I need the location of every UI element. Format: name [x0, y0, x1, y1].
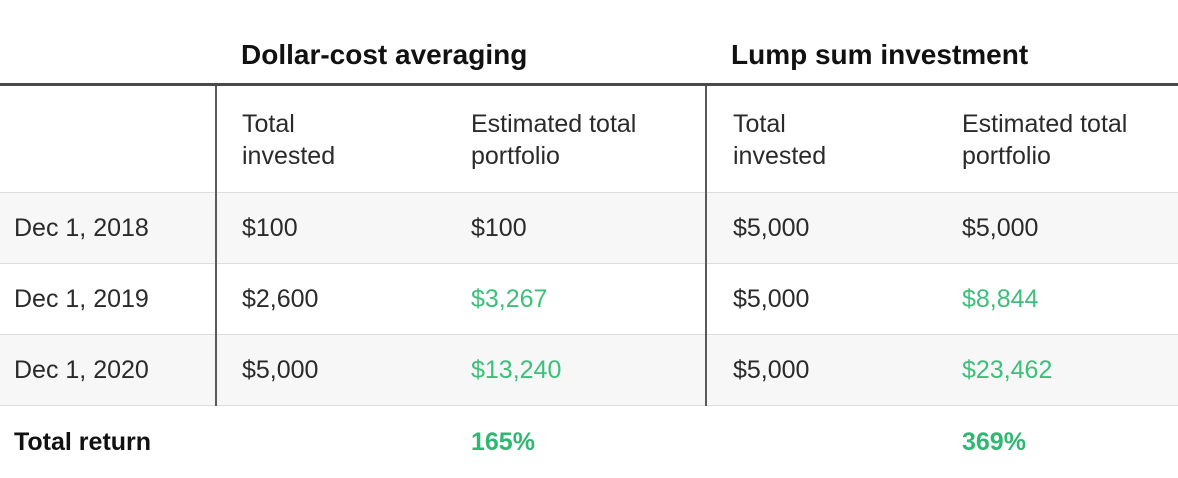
date-cell: Dec 1, 2020: [0, 333, 216, 405]
dca-invested-cell: $2,600: [215, 262, 446, 334]
table-row: Dec 1, 2018 $100 $100 $5,000 $5,000: [0, 191, 1178, 263]
header-line: invested: [733, 141, 827, 170]
header-line: portfolio: [471, 141, 560, 170]
column-subheader-row: Total invested Estimated total portfolio…: [0, 86, 1178, 192]
dca-portfolio-cell: $13,240: [446, 333, 706, 405]
date-cell: Dec 1, 2018: [0, 191, 216, 263]
empty-cell: [216, 404, 446, 478]
date-cell: Dec 1, 2019: [0, 262, 216, 334]
empty-cell: [706, 404, 936, 478]
lump-sum-group-title: Lump sum investment: [731, 39, 1029, 70]
lump-invested-cell: $5,000: [705, 333, 936, 405]
group-header-row: Dollar-cost averaging Lump sum investmen…: [0, 0, 1178, 86]
dca-portfolio-cell: $100: [446, 191, 706, 263]
header-line: Total: [242, 109, 295, 138]
dca-portfolio-cell: $3,267: [446, 262, 706, 334]
date-column-header: [0, 86, 216, 192]
table-row: Dec 1, 2019 $2,600 $3,267 $5,000 $8,844: [0, 262, 1178, 334]
dca-invested-cell: $100: [215, 191, 446, 263]
header-line: Total: [733, 109, 786, 138]
dca-group-title: Dollar-cost averaging: [241, 39, 528, 70]
table-row: Dec 1, 2020 $5,000 $13,240 $5,000 $23,46…: [0, 333, 1178, 405]
lump-invested-cell: $5,000: [705, 262, 936, 334]
lump-invested-cell: $5,000: [705, 191, 936, 263]
header-line: Estimated total: [962, 109, 1128, 138]
dca-total-return-value: 165%: [446, 404, 706, 478]
lump-portfolio-cell: $8,844: [936, 262, 1178, 334]
lump-portfolio-cell: $5,000: [936, 191, 1178, 263]
lump-total-invested-header: Total invested: [705, 86, 936, 192]
lump-portfolio-cell: $23,462: [936, 333, 1178, 405]
comparison-table: Total invested Estimated total portfolio…: [0, 86, 1178, 478]
dca-estimated-portfolio-header: Estimated total portfolio: [446, 86, 706, 192]
total-return-label: Total return: [0, 404, 216, 478]
header-line: Estimated total: [471, 109, 637, 138]
header-line: portfolio: [962, 141, 1051, 170]
lump-estimated-portfolio-header: Estimated total portfolio: [936, 86, 1178, 192]
lump-total-return-value: 369%: [936, 404, 1178, 478]
header-line: invested: [242, 141, 336, 170]
total-return-row: Total return 165% 369%: [0, 404, 1178, 478]
dca-total-invested-header: Total invested: [215, 86, 446, 192]
dca-invested-cell: $5,000: [215, 333, 446, 405]
